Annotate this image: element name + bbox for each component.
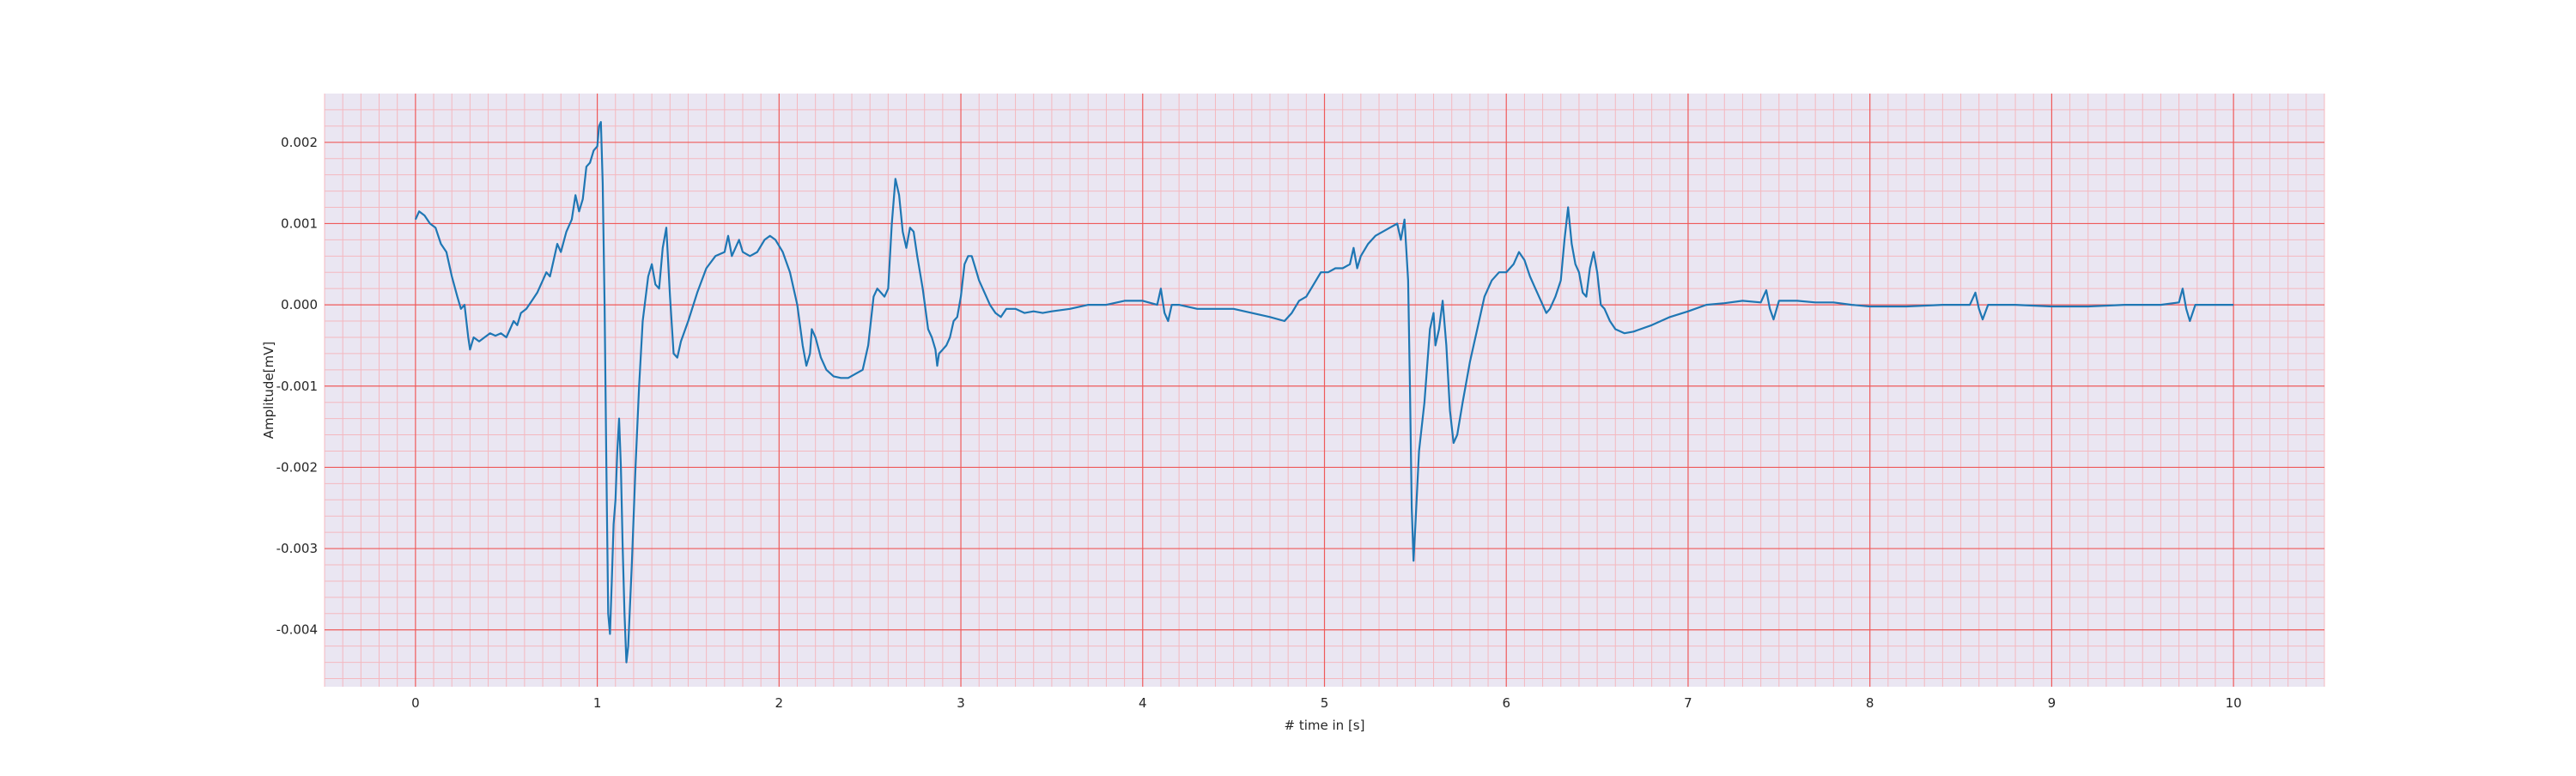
y-tick-label: 0.002: [281, 135, 318, 150]
x-tick-label: 3: [957, 695, 965, 711]
x-tick-label: 8: [1866, 695, 1874, 711]
x-tick-label: 4: [1139, 695, 1147, 711]
y-tick-label: -0.001: [276, 379, 318, 394]
x-tick-label: 5: [1321, 695, 1329, 711]
y-tick-label: 0.001: [281, 215, 318, 231]
y-tick-label: -0.002: [276, 459, 318, 475]
x-axis-label: # time in [s]: [1285, 718, 1365, 733]
x-tick-label: 9: [2048, 695, 2057, 711]
x-tick-label: 1: [593, 695, 602, 711]
y-tick-label: -0.004: [276, 622, 318, 638]
x-tick-label: 0: [411, 695, 420, 711]
major-grid: [325, 94, 2324, 687]
x-axis-ticks: 0 1 2 3 4 5 6 7 8 9 10: [411, 695, 2242, 711]
series-line-0: [414, 121, 2234, 664]
y-axis-ticks: 0.002 0.001 0.000 -0.001 -0.002 -0.003 -0.004: [276, 135, 318, 638]
x-tick-label: 6: [1502, 695, 1510, 711]
y-tick-label: 0.000: [281, 297, 318, 312]
series-layer: [414, 121, 2234, 664]
x-tick-label: 2: [775, 695, 784, 711]
x-tick-label: 7: [1684, 695, 1692, 711]
y-tick-label: -0.003: [276, 541, 318, 556]
y-axis-label: Amplitude[mV]: [261, 342, 276, 439]
x-tick-label: 10: [2226, 695, 2242, 711]
